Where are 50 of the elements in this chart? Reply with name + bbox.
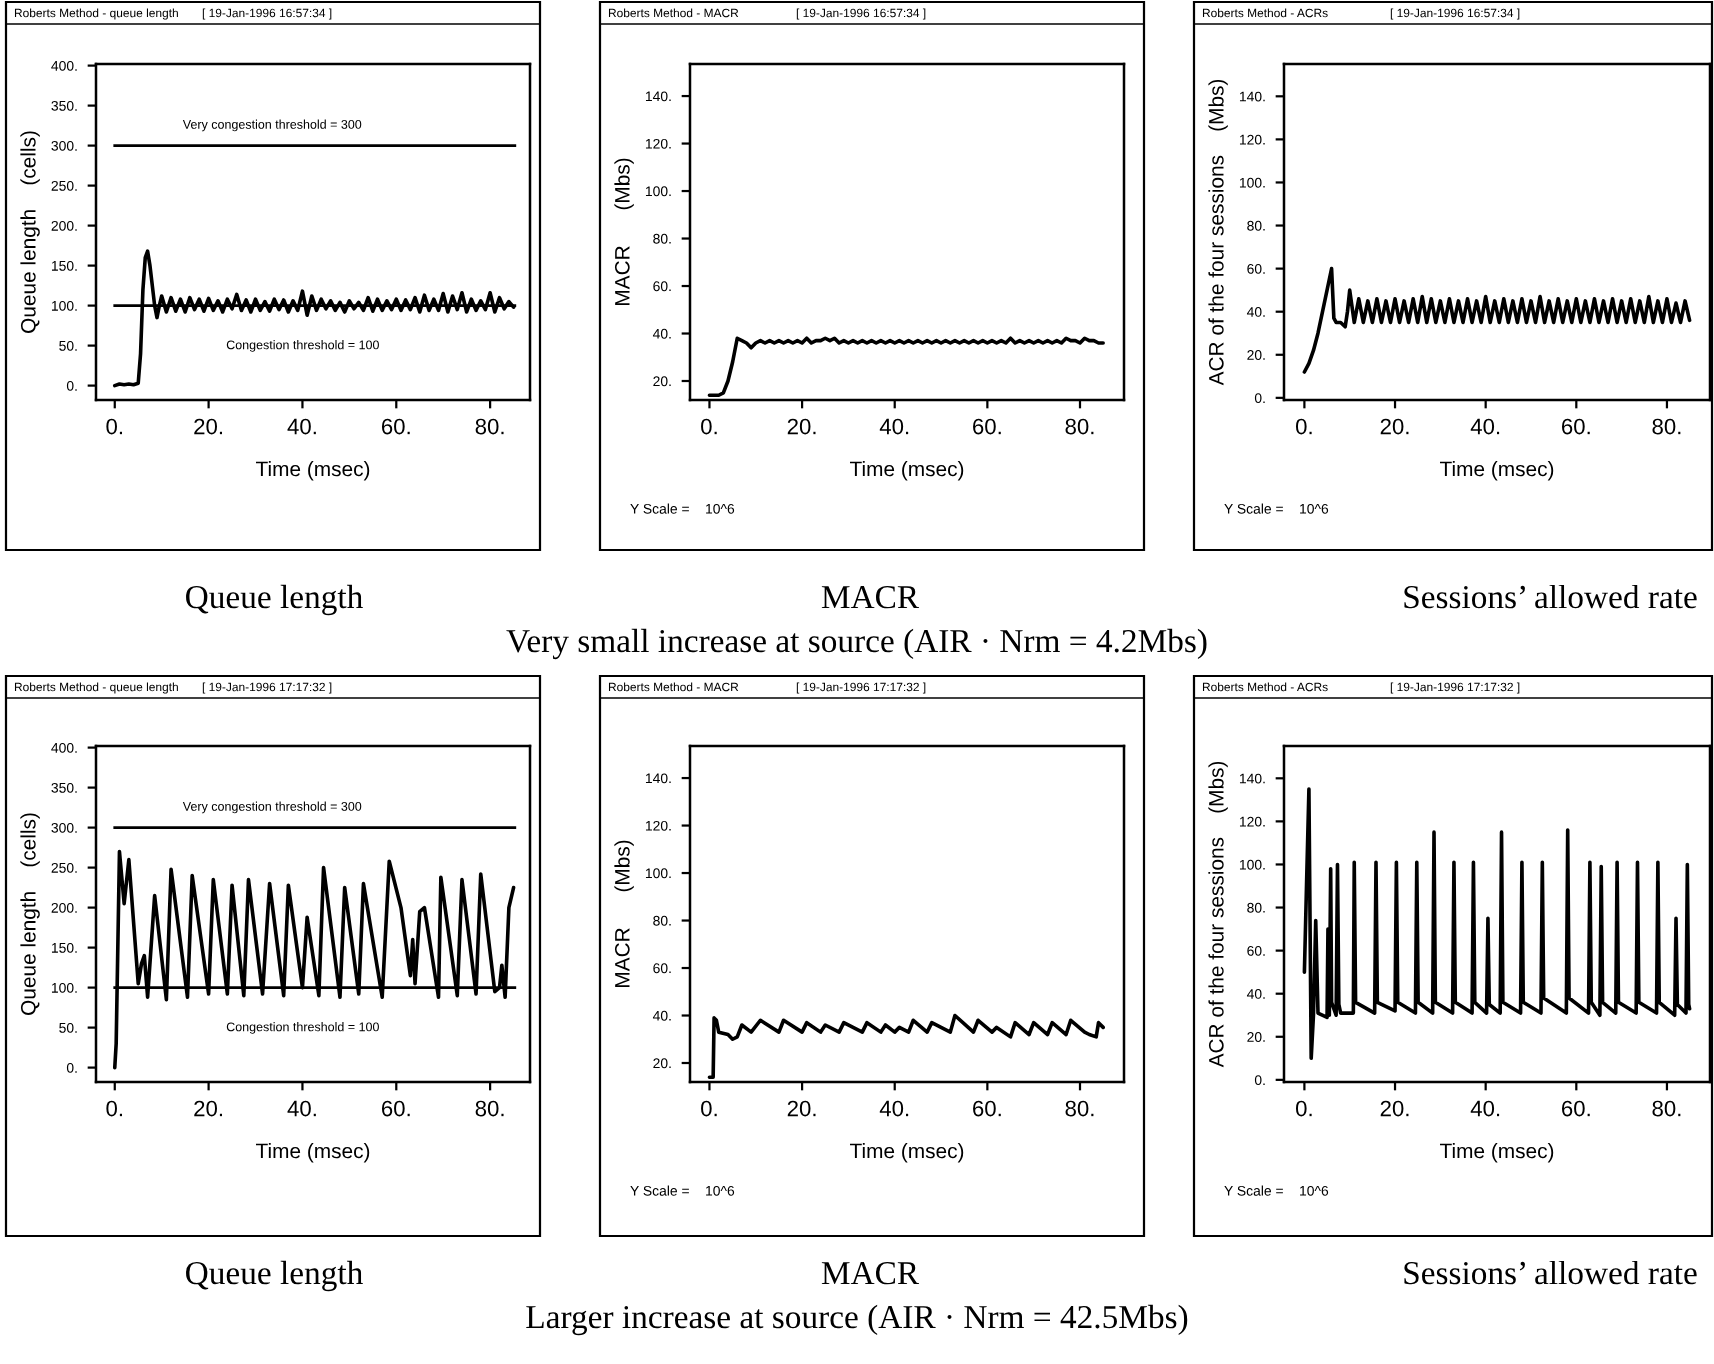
x-axis-title: Time (msec) xyxy=(256,1142,370,1163)
x-tick-label: 0. xyxy=(701,1100,717,1117)
x-tick-label: 60. xyxy=(1561,418,1590,435)
x-tick-label: 60. xyxy=(381,418,410,435)
x-tick-label: 40. xyxy=(1470,1100,1500,1117)
x-tick-label: 60. xyxy=(973,1100,1001,1117)
text: MACR xyxy=(821,1261,920,1285)
y-axis-title: MACR (Mbs) xyxy=(614,840,634,987)
text: MACR xyxy=(821,585,920,609)
x-tick-label: 20. xyxy=(1380,418,1409,435)
x-axis-title: Time (msec) xyxy=(1440,1142,1554,1163)
x-axis-title: Time (msec) xyxy=(850,460,964,481)
x-tick-label: 60. xyxy=(1561,1100,1590,1117)
y-axis-title: Queue length (cells) xyxy=(20,131,40,333)
x-tick-label: 20. xyxy=(1380,1100,1409,1117)
x-tick-label: 80. xyxy=(1652,418,1681,435)
x-tick-label: 60. xyxy=(381,1100,410,1117)
x-tick-label: 40. xyxy=(879,418,909,435)
x-tick-label: 80. xyxy=(1652,1100,1681,1117)
y-axis-title: Queue length (cells) xyxy=(20,813,40,1015)
y-axis-title: ACR of the four sessions (Mbs) xyxy=(1208,761,1228,1068)
x-tick-label: 20. xyxy=(787,1100,816,1117)
y-axis-title: ACR of the four sessions (Mbs) xyxy=(1208,79,1228,386)
text: Very small increase at source (AIR · Nrm = 4.2Mbs) xyxy=(506,628,1207,660)
x-tick-label: 60. xyxy=(973,418,1001,435)
x-tick-label: 40. xyxy=(287,1100,316,1117)
x-tick-label: 0. xyxy=(1296,1100,1312,1117)
x-tick-label: 0. xyxy=(106,418,123,435)
x-tick-label: 80. xyxy=(475,1100,504,1117)
text: Queue length xyxy=(186,584,363,616)
text: Sessions’ allowed rate xyxy=(1404,1260,1697,1285)
x-tick-label: 20. xyxy=(194,418,223,435)
text: Queue length xyxy=(186,1260,363,1292)
x-axis-title: Time (msec) xyxy=(1440,460,1554,481)
x-tick-label: 40. xyxy=(287,418,316,435)
x-tick-label: 20. xyxy=(194,1100,223,1117)
x-tick-label: 80. xyxy=(475,418,504,435)
x-tick-label: 80. xyxy=(1065,1100,1094,1117)
x-tick-label: 40. xyxy=(879,1100,909,1117)
y-axis-title: MACR (Mbs) xyxy=(614,158,634,305)
text: Larger increase at source (AIR · Nrm = 42.5Mbs) xyxy=(526,1304,1188,1336)
x-tick-label: 20. xyxy=(787,418,816,435)
x-tick-label: 0. xyxy=(1296,418,1312,435)
x-tick-label: 0. xyxy=(701,418,717,435)
text: Sessions’ allowed rate xyxy=(1404,584,1697,609)
x-axis-title: Time (msec) xyxy=(256,460,370,481)
x-tick-label: 0. xyxy=(106,1100,123,1117)
x-axis-title: Time (msec) xyxy=(850,1142,964,1163)
x-tick-label: 40. xyxy=(1470,418,1500,435)
x-tick-label: 80. xyxy=(1065,418,1094,435)
